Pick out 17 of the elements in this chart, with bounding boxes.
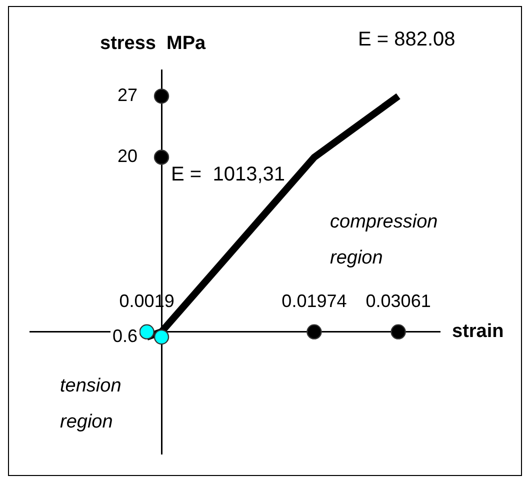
y-tick-label: 0.6 [112, 326, 138, 346]
point [154, 88, 170, 104]
point [154, 150, 170, 165]
y-axis-title: stress MPa [100, 33, 206, 54]
point [154, 329, 170, 345]
x-tick-label: 0.03061 [366, 290, 431, 311]
annotation: E = 1013,31 [171, 164, 285, 186]
text: E = 882.08 [358, 28, 456, 51]
point [390, 324, 406, 340]
point [306, 324, 322, 340]
annotation: tension region [60, 375, 122, 432]
annotation: compression region [330, 211, 438, 268]
x-axis-title: strain [452, 321, 504, 342]
y-tick-label: 20 [117, 146, 138, 166]
x-tick-label: 0.01974 [282, 290, 347, 311]
point [139, 324, 154, 340]
y-tick-label: 27 [117, 85, 138, 106]
